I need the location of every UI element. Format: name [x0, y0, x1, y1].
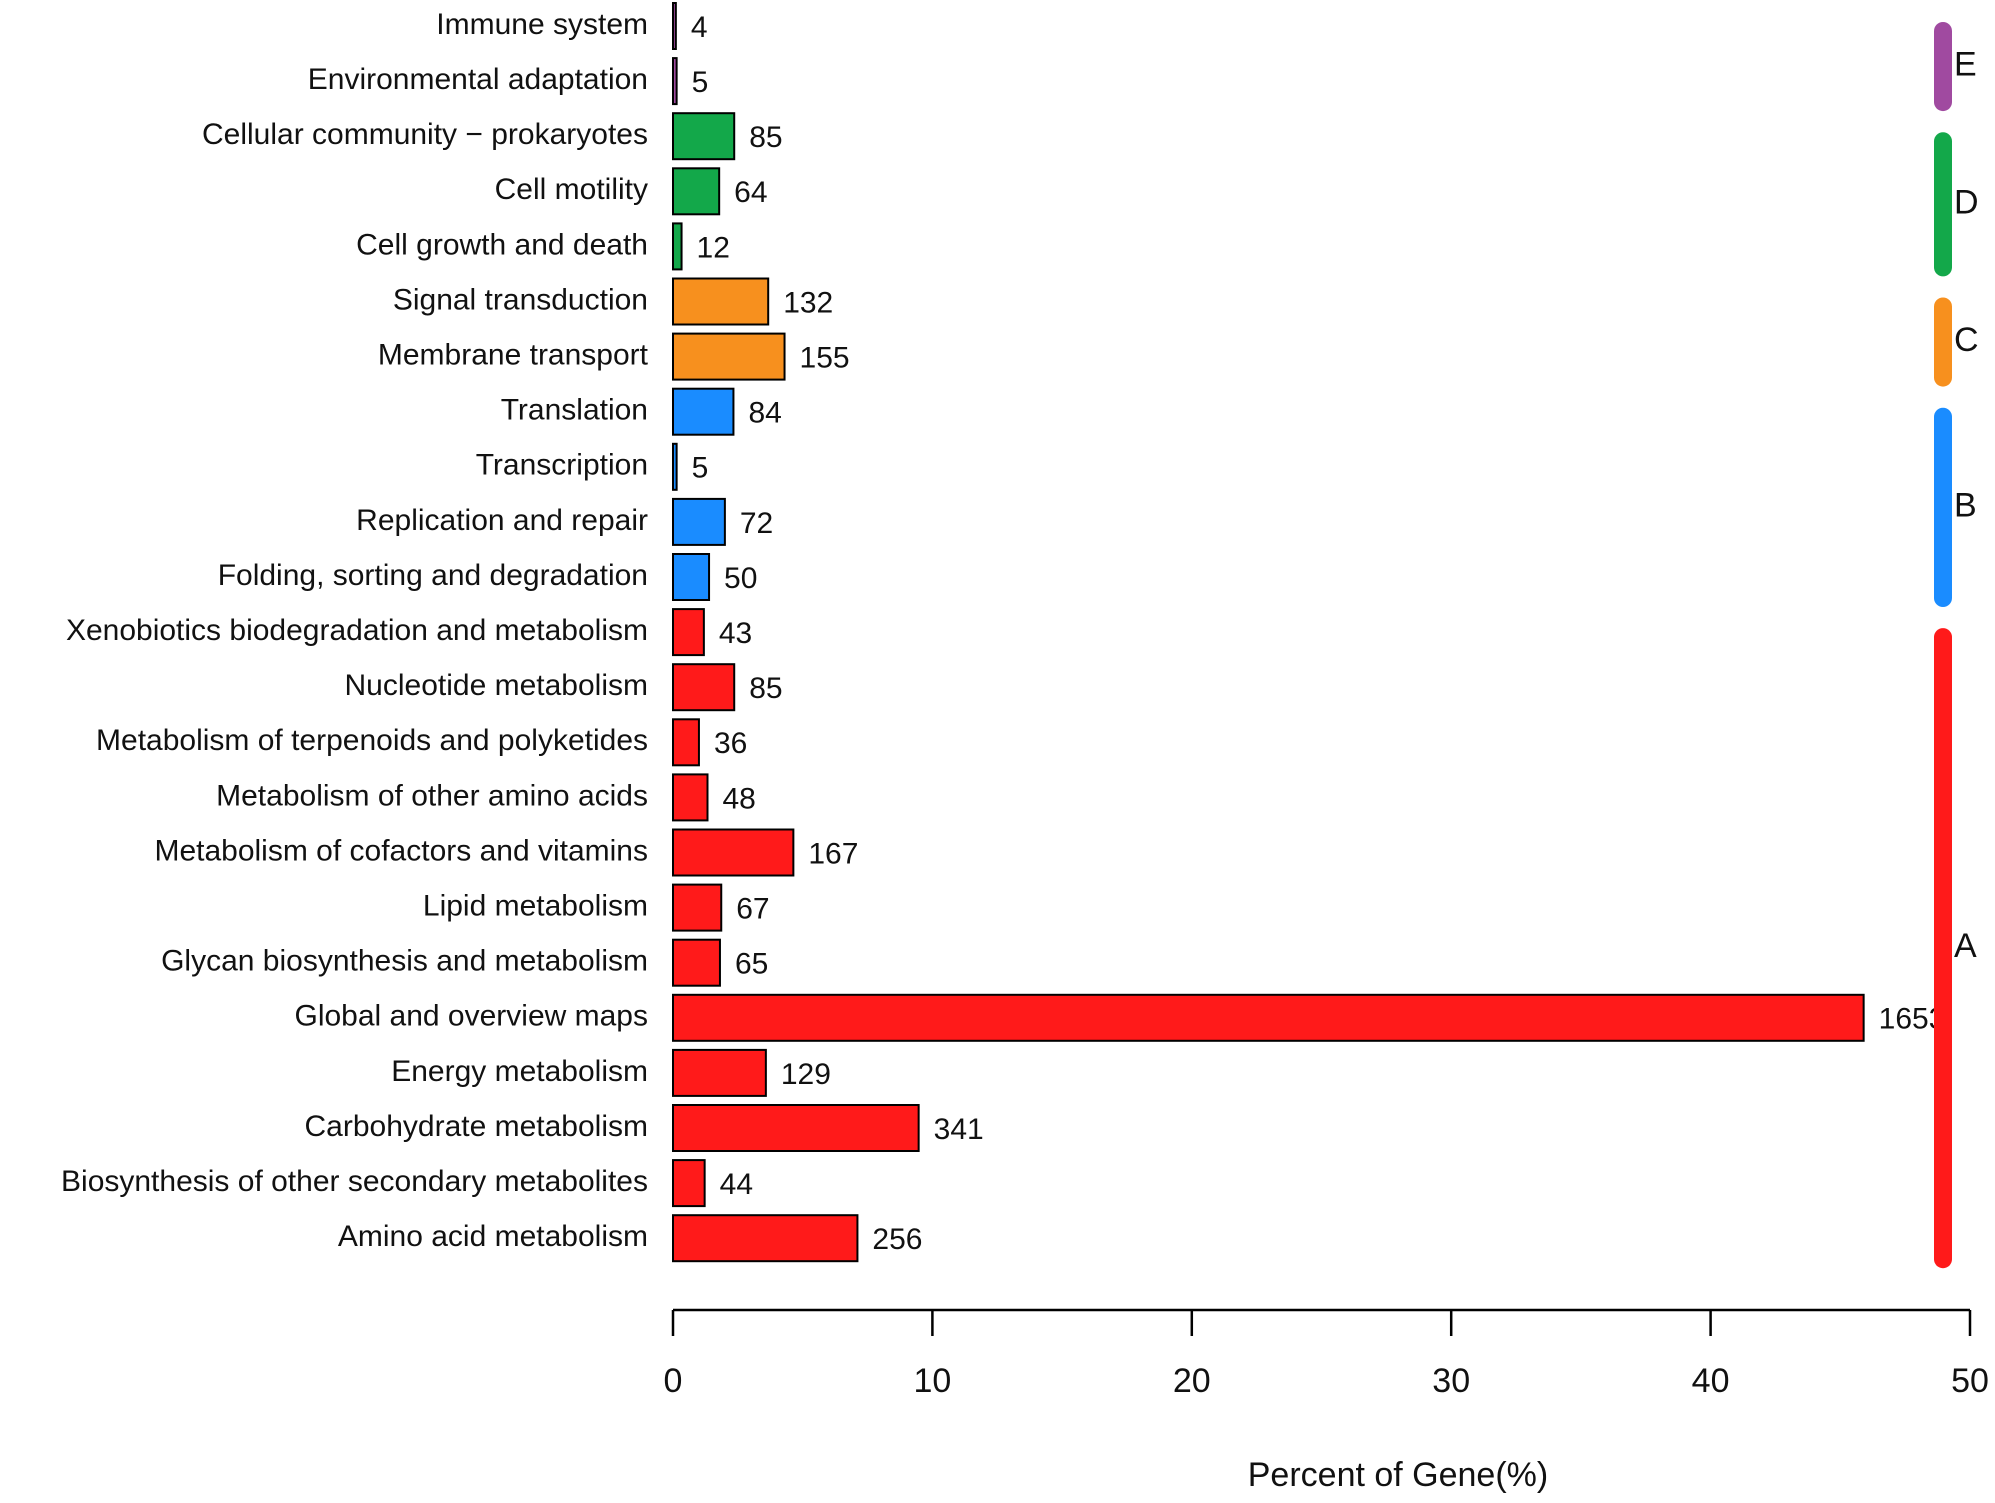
value-label: 85 — [749, 672, 782, 705]
value-label: 43 — [719, 617, 752, 650]
bar — [672, 277, 770, 326]
value-label: 72 — [740, 507, 773, 540]
x-axis-title: Percent of Gene(%) — [1248, 1456, 1548, 1494]
category-label: Cellular community − prokaryotes — [202, 118, 648, 151]
group-label: D — [1954, 183, 1979, 221]
value-label: 36 — [714, 727, 747, 760]
bar — [672, 1159, 706, 1208]
bar — [672, 332, 786, 381]
value-label: 341 — [934, 1113, 984, 1146]
bar — [672, 222, 683, 271]
category-label: Global and overview maps — [294, 1000, 648, 1033]
value-label: 67 — [736, 893, 769, 926]
category-label: Energy metabolism — [391, 1055, 648, 1088]
value-label: 50 — [724, 562, 757, 595]
bar — [672, 773, 709, 822]
value-label: 65 — [735, 948, 768, 981]
value-label: 44 — [720, 1168, 753, 1201]
bar — [672, 112, 736, 161]
category-label: Signal transduction — [393, 283, 648, 316]
category-label: Glycan biosynthesis and metabolism — [161, 945, 648, 978]
value-label: 85 — [749, 121, 782, 154]
bar — [672, 1048, 767, 1097]
x-tick-label: 50 — [1951, 1362, 1989, 1400]
group-label: B — [1954, 486, 1977, 524]
x-tick-label: 20 — [1173, 1362, 1211, 1400]
value-label: 167 — [808, 837, 858, 870]
group-label: A — [1954, 927, 1977, 965]
bar — [672, 57, 678, 106]
category-label: Metabolism of terpenoids and polyketides — [96, 724, 648, 757]
bar — [672, 718, 700, 767]
category-label: Immune system — [436, 8, 648, 41]
category-label: Metabolism of cofactors and vitamins — [154, 834, 648, 867]
category-label: Amino acid metabolism — [338, 1220, 648, 1253]
bar — [672, 497, 726, 546]
bar — [672, 167, 721, 216]
value-label: 5 — [692, 452, 709, 485]
value-label: 84 — [748, 397, 781, 430]
x-tick-label: 30 — [1432, 1362, 1470, 1400]
category-label: Biosynthesis of other secondary metaboli… — [61, 1165, 648, 1198]
bar — [672, 993, 1865, 1042]
bar — [672, 663, 736, 712]
x-tick-label: 10 — [913, 1362, 951, 1400]
x-tick-label: 0 — [664, 1362, 683, 1400]
category-label: Folding, sorting and degradation — [218, 559, 648, 592]
value-label: 132 — [783, 286, 833, 319]
category-label: Translation — [501, 394, 648, 427]
bar — [672, 1104, 920, 1152]
category-label: Carbohydrate metabolism — [305, 1110, 649, 1143]
group-label: C — [1954, 321, 1979, 359]
category-label: Transcription — [476, 449, 648, 482]
category-label: Replication and repair — [356, 504, 648, 537]
bar — [672, 553, 711, 601]
value-label: 64 — [734, 176, 767, 209]
value-label: 4 — [691, 11, 708, 44]
category-label: Nucleotide metabolism — [345, 669, 648, 702]
category-label: Xenobiotics biodegradation and metabolis… — [66, 614, 648, 647]
x-tick-label: 40 — [1692, 1362, 1730, 1400]
category-label: Metabolism of other amino acids — [216, 779, 648, 812]
bar — [672, 442, 678, 491]
value-label: 129 — [781, 1058, 831, 1091]
bar — [672, 1214, 859, 1263]
bar — [672, 883, 723, 932]
category-label: Membrane transport — [378, 339, 649, 372]
category-label: Cell growth and death — [356, 228, 648, 261]
category-label: Environmental adaptation — [308, 63, 648, 96]
bar — [672, 938, 721, 987]
value-label: 256 — [872, 1223, 922, 1256]
bar — [672, 828, 795, 877]
bar — [672, 2, 677, 50]
group-label: E — [1954, 46, 1977, 84]
value-label: 48 — [723, 782, 756, 815]
value-label: 5 — [692, 66, 709, 99]
bar — [672, 387, 735, 436]
value-label: 155 — [800, 342, 850, 375]
category-label: Cell motility — [495, 173, 648, 206]
value-label: 12 — [697, 231, 730, 264]
category-label: Lipid metabolism — [423, 890, 648, 923]
bar — [672, 608, 705, 657]
